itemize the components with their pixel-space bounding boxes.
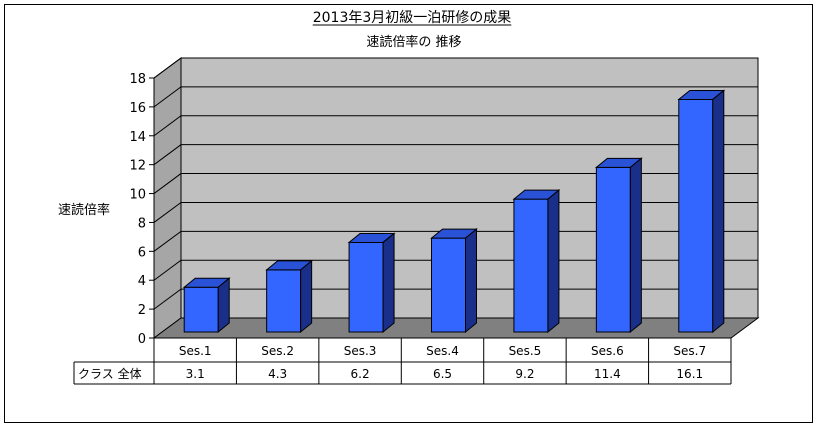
- gridline: [153, 288, 758, 310]
- data-label: 4.3: [268, 367, 287, 381]
- gridline: [153, 57, 758, 79]
- y-tick-label: 8: [138, 216, 146, 231]
- bar-front: [595, 166, 631, 333]
- bars: [182, 89, 726, 334]
- category-label: Ses.7: [673, 344, 706, 358]
- bar-side: [712, 89, 725, 334]
- y-tick-label: 14: [129, 130, 146, 145]
- bar-1: [182, 277, 231, 334]
- bar-7: [677, 89, 726, 334]
- side-wall: [153, 57, 182, 339]
- category-label: Ses.1: [179, 344, 212, 358]
- bar-3: [347, 232, 396, 334]
- bar-side: [217, 277, 230, 334]
- category-label: Ses.4: [426, 344, 459, 358]
- y-tick-label: 6: [138, 245, 146, 260]
- bar-4: [430, 228, 478, 334]
- y-tick-label: 16: [129, 101, 146, 116]
- bar-5: [512, 189, 561, 334]
- y-axis-label: 速読倍率: [58, 202, 110, 218]
- bar-side: [382, 232, 395, 334]
- y-tick-label: 4: [138, 274, 146, 289]
- y-tick-label: 18: [129, 72, 146, 87]
- gridline: [153, 201, 758, 223]
- data-label: 11.4: [594, 367, 621, 381]
- bar-front: [513, 198, 549, 333]
- category-label: Ses.5: [509, 344, 542, 358]
- bar-front: [183, 286, 219, 333]
- gridline: [153, 230, 758, 252]
- y-tick-label: 10: [129, 188, 146, 203]
- data-label: 3.1: [186, 367, 205, 381]
- category-label: Ses.6: [591, 344, 624, 358]
- gridline: [153, 115, 758, 137]
- gridline: [153, 144, 758, 166]
- y-tick-label: 12: [129, 159, 146, 174]
- y-tick-label: 0: [138, 332, 146, 347]
- data-label: 16.1: [676, 367, 703, 381]
- data-label: 6.5: [433, 367, 452, 381]
- bar-front: [266, 269, 302, 333]
- bar-front: [678, 98, 714, 333]
- category-label: Ses.2: [261, 344, 294, 358]
- bar-side: [465, 228, 477, 334]
- y-tick-label: 2: [138, 303, 146, 318]
- data-table: クラス 全体 Ses.1 3.1 Ses.2 4.3 Ses.3 6.2 Ses.4 6.5 Se…: [73, 337, 732, 385]
- bar-side: [547, 189, 560, 334]
- gridlines: [153, 57, 758, 310]
- bar-front: [348, 241, 384, 333]
- gridline: [153, 259, 758, 281]
- bar-side: [629, 157, 642, 334]
- chart-subtitle: 速読倍率の 推移: [366, 34, 461, 50]
- chart-title: 2013年3月初級一泊研修の成果: [313, 9, 512, 26]
- bar-2: [265, 259, 314, 334]
- gridline: [153, 173, 758, 194]
- bar-front: [431, 237, 466, 333]
- y-axis-ticks: 0 2 4 6 8 10 12 14 16 18: [129, 72, 155, 347]
- bar-side: [300, 259, 313, 334]
- data-label: 6.2: [351, 367, 370, 381]
- series-label: クラス 全体: [78, 366, 142, 381]
- title-group: 2013年3月初級一泊研修の成果 速読倍率の 推移: [312, 9, 512, 50]
- gridline: [153, 86, 758, 108]
- data-label: 9.2: [515, 367, 534, 381]
- bar-6: [594, 157, 643, 334]
- category-label: Ses.3: [344, 344, 377, 358]
